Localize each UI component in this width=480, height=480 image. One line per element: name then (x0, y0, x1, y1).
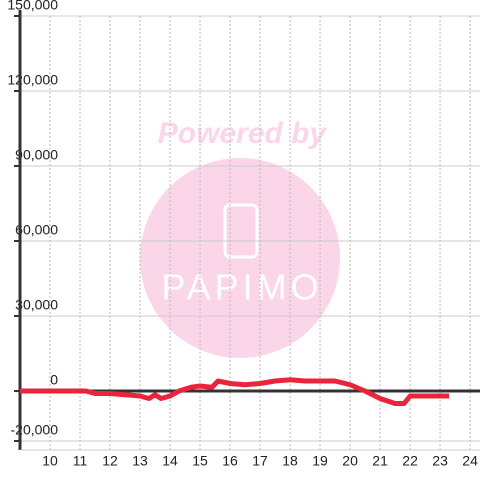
y-tick-label: 60,000 (15, 222, 58, 238)
x-tick-label: 24 (462, 453, 478, 469)
x-tick-label: 19 (312, 453, 328, 469)
x-tick-label: 18 (282, 453, 298, 469)
y-tick-label: -20,000 (11, 422, 59, 438)
watermark-text: Powered by (158, 117, 328, 150)
x-tick-label: 16 (222, 453, 238, 469)
y-tick-label: 0 (50, 372, 58, 388)
y-tick-label: 120,000 (7, 72, 58, 88)
x-tick-label: 22 (402, 453, 418, 469)
x-tick-label: 15 (192, 453, 208, 469)
x-tick-label: 10 (42, 453, 58, 469)
watermark-logo: PAPIMO (161, 267, 322, 308)
x-tick-label: 17 (252, 453, 268, 469)
x-tick-label: 21 (372, 453, 388, 469)
data-line (20, 377, 450, 406)
x-tick-label: 20 (342, 453, 358, 469)
x-tick-label: 12 (102, 453, 118, 469)
x-tick-label: 13 (132, 453, 148, 469)
y-tick-label: 90,000 (15, 147, 58, 163)
watermark-icon (223, 203, 259, 259)
x-tick-label: 11 (73, 453, 88, 469)
y-tick-label: 30,000 (15, 297, 58, 313)
x-tick-label: 23 (432, 453, 448, 469)
y-tick-label: 150,000 (7, 0, 58, 13)
x-tick-label: 14 (162, 453, 178, 469)
